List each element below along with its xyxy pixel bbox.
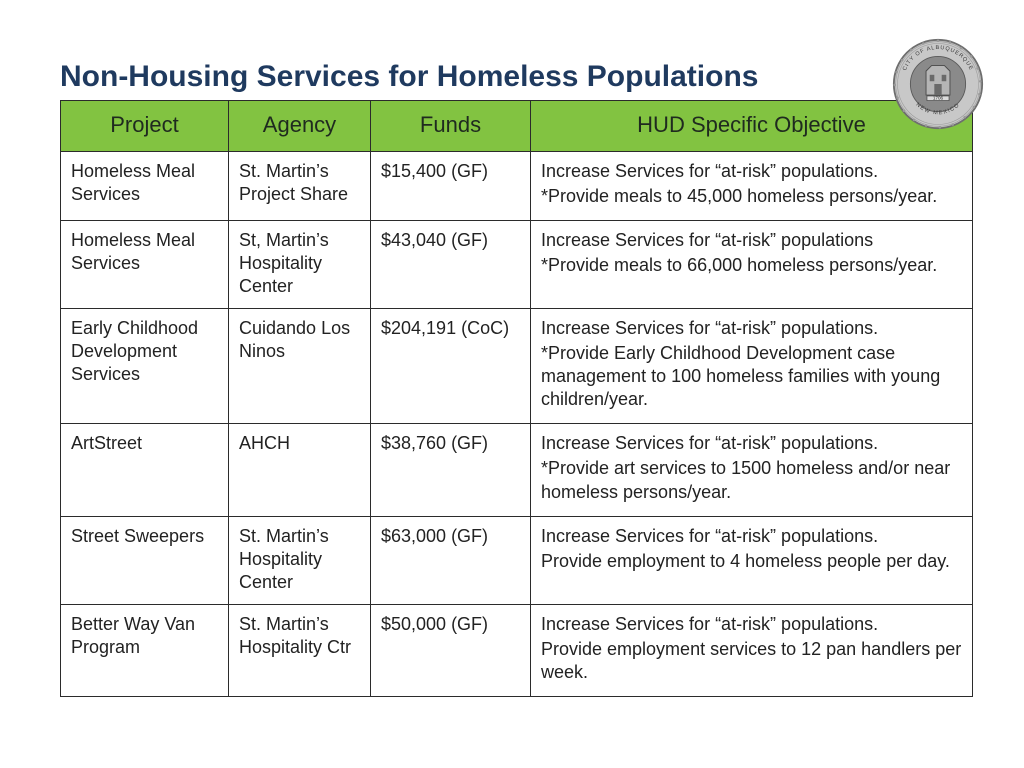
cell-objective: Increase Services for “at-risk” populati… [531, 604, 973, 696]
cell-agency: St. Martin’s Hospitality Ctr [229, 604, 371, 696]
objective-line: Increase Services for “at-risk” populati… [541, 525, 962, 548]
table-row: Street SweepersSt. Martin’s Hospitality … [61, 516, 973, 604]
objective-line: Provide employment services to 12 pan ha… [541, 638, 962, 684]
objective-line: Increase Services for “at-risk” populati… [541, 317, 962, 340]
cell-project: ArtStreet [61, 424, 229, 516]
objective-line: Increase Services for “at-risk” populati… [541, 229, 962, 252]
cell-agency: St, Martin’s Hospitality Center [229, 221, 371, 309]
services-table: Project Agency Funds HUD Specific Object… [60, 100, 973, 697]
cell-agency: AHCH [229, 424, 371, 516]
table-row: ArtStreetAHCH$38,760 (GF) Increase Servic… [61, 424, 973, 516]
cell-funds: $50,000 (GF) [371, 604, 531, 696]
cell-agency: Cuidando Los Ninos [229, 309, 371, 424]
objective-line: Increase Services for “at-risk” populati… [541, 613, 962, 636]
cell-project: Street Sweepers [61, 516, 229, 604]
objective-line: *Provide meals to 66,000 homeless person… [541, 254, 962, 277]
table-header-row: Project Agency Funds HUD Specific Object… [61, 101, 973, 152]
objective-line: *Provide Early Childhood Development cas… [541, 342, 962, 411]
table-row: Homeless Meal ServicesSt, Martin’s Hospi… [61, 221, 973, 309]
objective-line: *Provide art services to 1500 homeless a… [541, 457, 962, 503]
col-header-agency: Agency [229, 101, 371, 152]
cell-agency: St. Martin’s Hospitality Center [229, 516, 371, 604]
cell-objective: Increase Services for “at-risk” populati… [531, 424, 973, 516]
cell-objective: Increase Services for “at-risk” populati… [531, 152, 973, 221]
col-header-project: Project [61, 101, 229, 152]
objective-line: Increase Services for “at-risk” populati… [541, 160, 962, 183]
col-header-funds: Funds [371, 101, 531, 152]
cell-agency: St. Martin’s Project Share [229, 152, 371, 221]
cell-objective: Increase Services for “at-risk” populati… [531, 309, 973, 424]
cell-funds: $15,400 (GF) [371, 152, 531, 221]
table-row: Homeless Meal ServicesSt. Martin’s Proje… [61, 152, 973, 221]
objective-line: Provide employment to 4 homeless people … [541, 550, 962, 573]
cell-project: Homeless Meal Services [61, 221, 229, 309]
cell-funds: $204,191 (CoC) [371, 309, 531, 424]
cell-funds: $38,760 (GF) [371, 424, 531, 516]
cell-project: Better Way Van Program [61, 604, 229, 696]
cell-funds: $63,000 (GF) [371, 516, 531, 604]
city-seal-icon: CITY OF ALBUQUERQUE NEW MEXICO 1706 [892, 38, 984, 130]
cell-project: Homeless Meal Services [61, 152, 229, 221]
page-title: Non-Housing Services for Homeless Popula… [60, 60, 900, 94]
seal-year: 1706 [933, 96, 944, 101]
cell-project: Early Childhood Development Services [61, 309, 229, 424]
objective-line: Increase Services for “at-risk” populati… [541, 432, 962, 455]
cell-funds: $43,040 (GF) [371, 221, 531, 309]
cell-objective: Increase Services for “at-risk” populati… [531, 221, 973, 309]
table-row: Early Childhood Development ServicesCuid… [61, 309, 973, 424]
objective-line: *Provide meals to 45,000 homeless person… [541, 185, 962, 208]
table-row: Better Way Van ProgramSt. Martin’s Hospi… [61, 604, 973, 696]
cell-objective: Increase Services for “at-risk” populati… [531, 516, 973, 604]
